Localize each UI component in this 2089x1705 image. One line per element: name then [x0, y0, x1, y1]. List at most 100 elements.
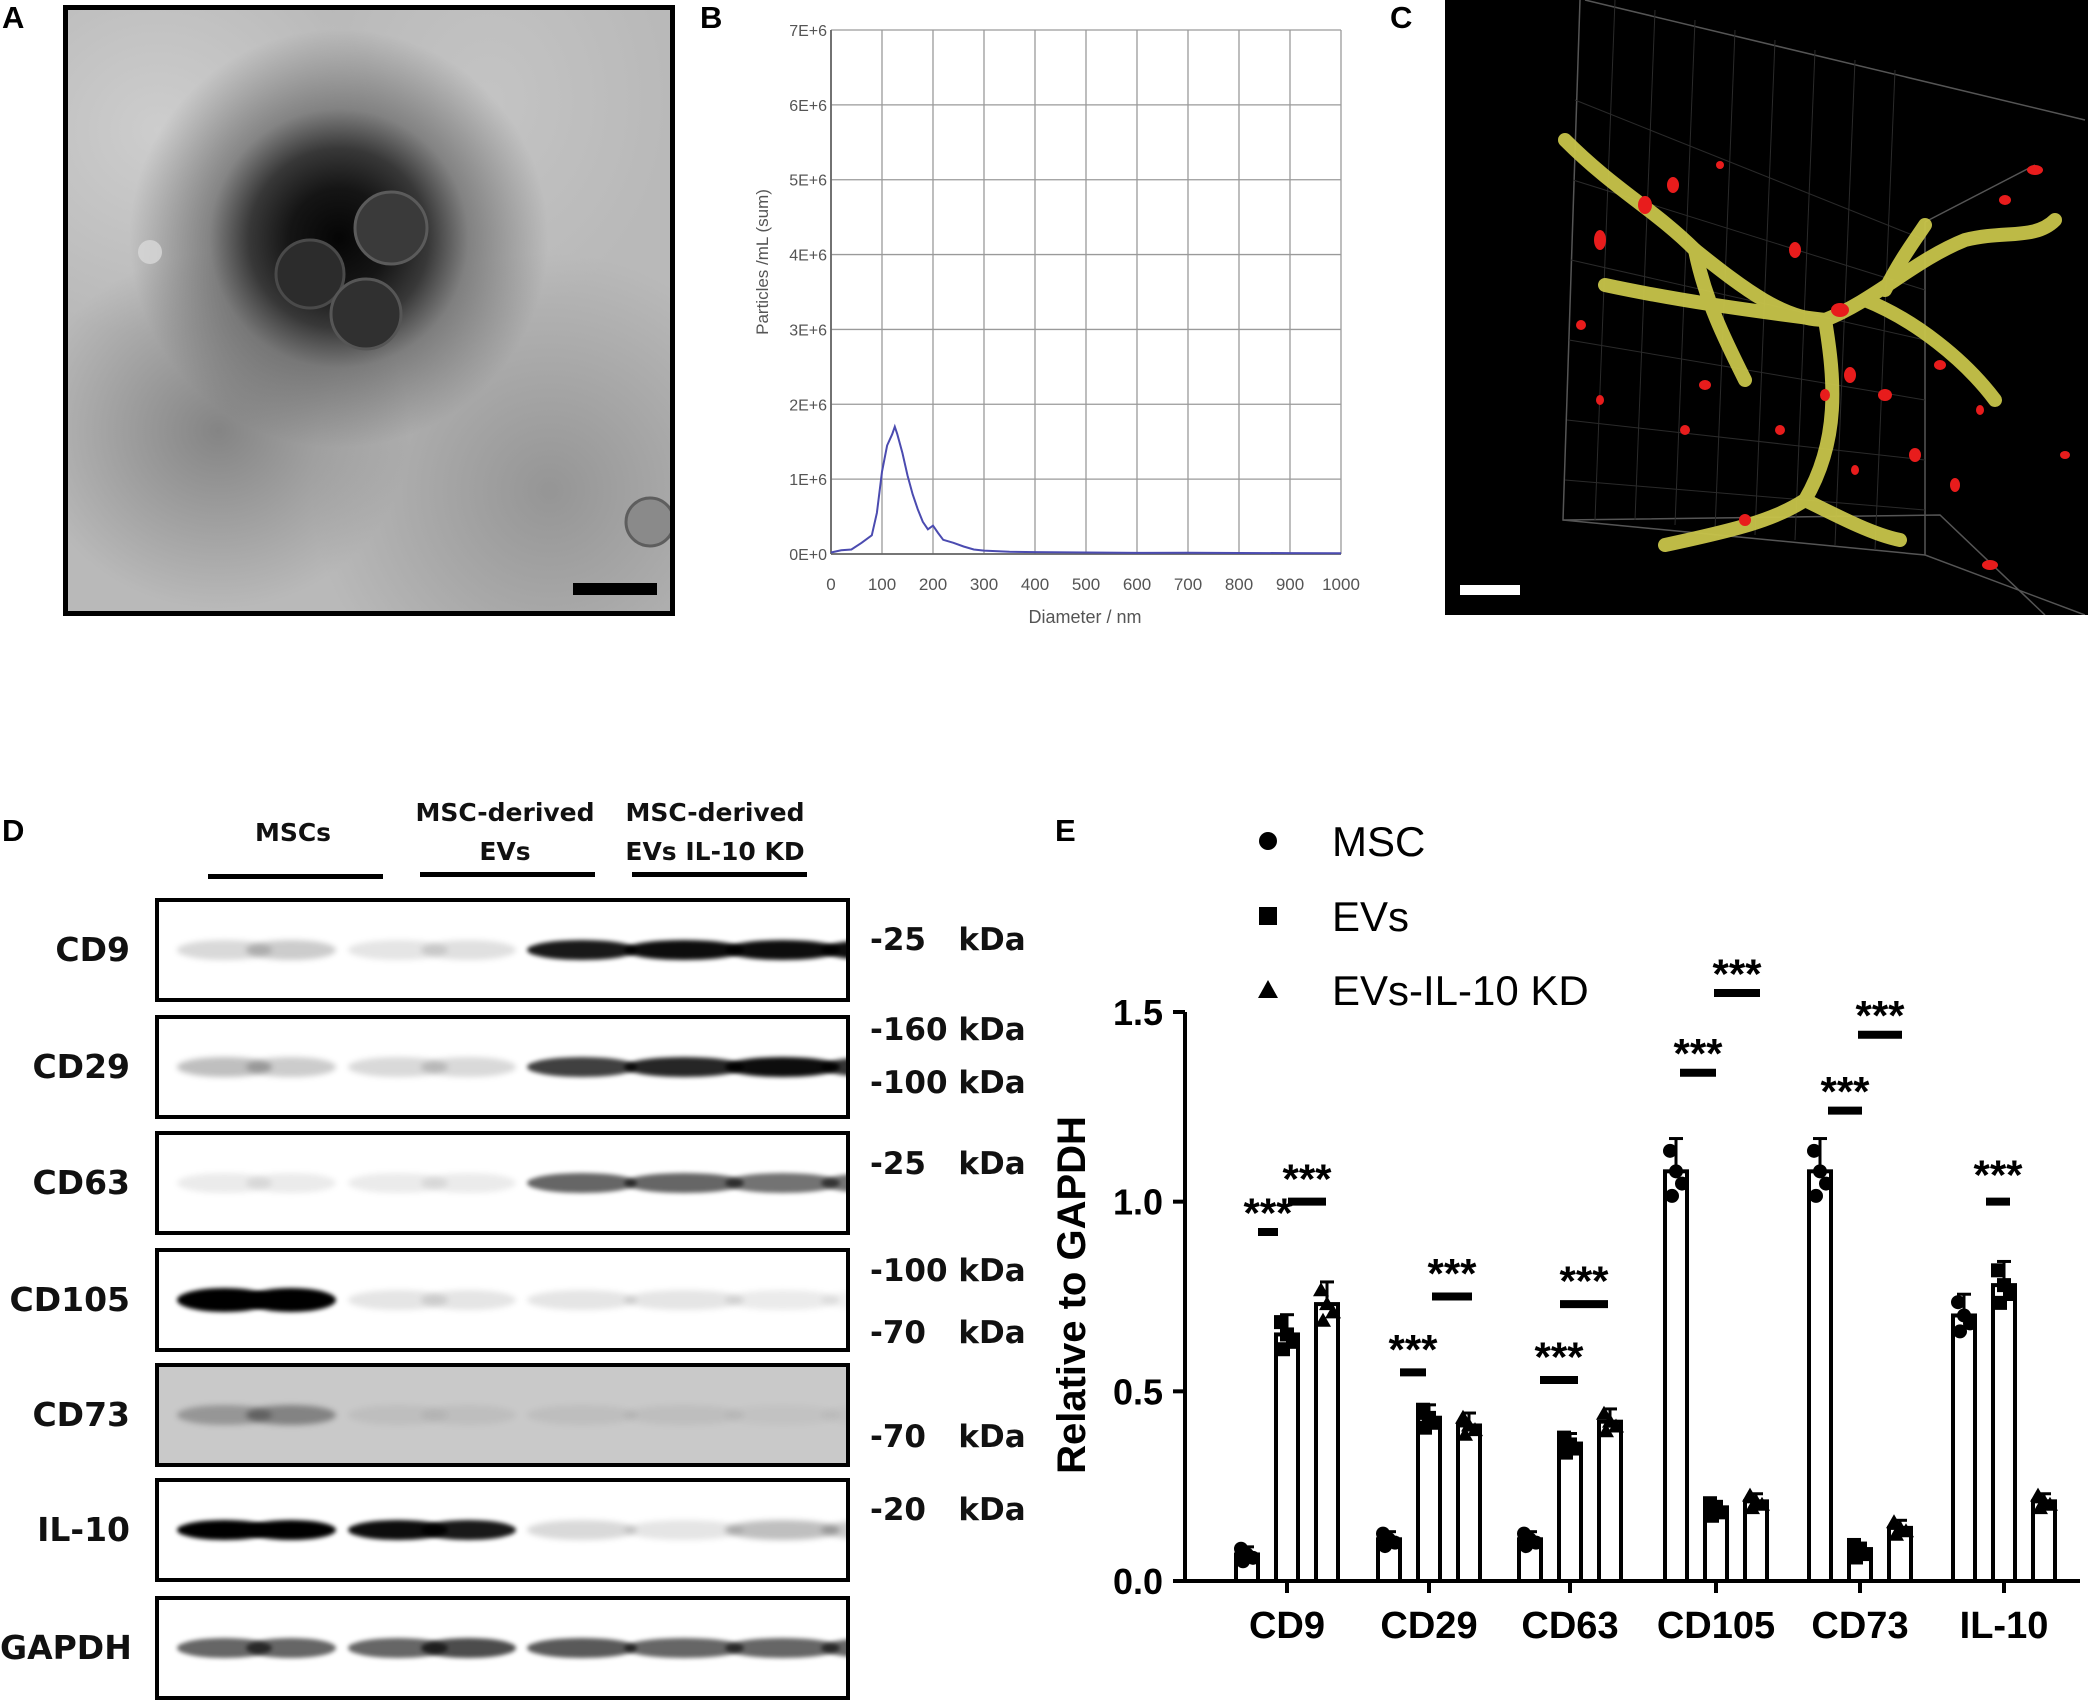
scale-bar: [573, 583, 657, 595]
blot-band: [623, 940, 744, 960]
blot-band: [623, 1520, 744, 1540]
group-underline-kd: [632, 872, 807, 877]
blot-band: [177, 1520, 273, 1540]
group-label-kd-line2: EVs IL-10 KD: [625, 837, 805, 866]
blot-band: [177, 940, 273, 960]
data-point-circle: [1813, 1164, 1827, 1179]
y-tick-label: 1.0: [1113, 1182, 1163, 1223]
blot-band: [623, 1405, 744, 1425]
blot-band: [527, 1638, 637, 1658]
blot-band: [724, 1520, 840, 1540]
data-point-square: [1418, 1420, 1432, 1435]
nta-y-tick-label: 3E+6: [789, 322, 827, 339]
blot-band: [527, 1173, 637, 1193]
kda-marker: -160 kDa: [870, 1012, 1026, 1048]
data-point-circle: [1953, 1324, 1967, 1339]
blot-row-label: IL-10: [37, 1510, 130, 1549]
data-point-square: [1559, 1445, 1573, 1460]
blot-band: [347, 940, 448, 960]
nta-y-tick-label: 0E+0: [789, 547, 827, 564]
bar: [1416, 1415, 1442, 1583]
kda-marker: -70 kDa: [870, 1419, 1026, 1455]
blot-band: [347, 1173, 448, 1193]
blot-row-label: CD29: [32, 1047, 130, 1086]
nta-x-tick-label: 600: [1123, 575, 1151, 594]
blot-band: [246, 940, 337, 960]
x-tick-label: CD63: [1521, 1605, 1618, 1647]
nta-x-tick-label: 800: [1225, 575, 1253, 594]
data-point-square: [1997, 1278, 2011, 1293]
blot-band: [246, 1288, 337, 1312]
legend-label: EVs-IL-10 KD: [1332, 967, 1589, 1014]
data-point-square: [1276, 1342, 1290, 1357]
blot-row-label: CD105: [9, 1280, 131, 1319]
blot-band: [347, 1057, 448, 1077]
blot-band: [527, 1520, 637, 1540]
blot-band: [724, 1173, 840, 1193]
legend-square-marker: [1259, 907, 1277, 925]
data-point-circle: [1819, 1176, 1833, 1191]
data-point-circle: [1663, 1143, 1677, 1158]
bar: [1597, 1419, 1623, 1583]
significance-label: ***: [1855, 992, 1905, 1039]
bar: [1807, 1169, 1833, 1583]
blot-band: [724, 1638, 840, 1658]
blot-band: [821, 1057, 846, 1077]
data-point-square: [1993, 1295, 2007, 1310]
blot-band: [421, 1057, 517, 1077]
confocal-3d-render: [1445, 0, 2088, 615]
nta-x-tick-label: 500: [1072, 575, 1100, 594]
nta-size-curve: [830, 423, 1342, 555]
significance-label: ***: [1534, 1334, 1584, 1381]
blot-band: [421, 1290, 517, 1310]
data-point-circle: [1378, 1539, 1392, 1554]
legend-label: MSC: [1332, 818, 1425, 865]
nta-y-tick-label: 2E+6: [789, 397, 827, 414]
blot-cd9: [155, 898, 850, 1002]
bar: [1274, 1332, 1300, 1584]
blot-row-label: CD63: [32, 1163, 130, 1202]
significance-label: ***: [1427, 1250, 1477, 1297]
significance-label: ***: [1388, 1326, 1438, 1373]
blot-cd63: [155, 1131, 850, 1235]
blot-band: [347, 1638, 448, 1658]
gapdh-bar-chart: 0.0 0.5 1.0 1.5 Relative to GAPDH MSC EVs EVs-I…: [1050, 818, 2080, 1647]
data-point-square: [1705, 1508, 1719, 1523]
data-point-circle: [1519, 1539, 1533, 1554]
blot-band: [421, 1173, 517, 1193]
nta-x-tick-label: 0: [826, 575, 835, 594]
kda-marker: -25 kDa: [870, 1146, 1026, 1182]
blot-band: [177, 1173, 273, 1193]
bar: [1663, 1169, 1689, 1583]
data-point-triangle: [1313, 1282, 1329, 1297]
nta-x-tick-label: 200: [919, 575, 947, 594]
scale-bar: [1460, 585, 1520, 595]
data-point-square: [1274, 1315, 1288, 1330]
data-point-triangle: [1596, 1405, 1612, 1420]
blot-cd73: [155, 1363, 850, 1467]
x-tick-label: IL-10: [1960, 1605, 2049, 1647]
blot-band: [821, 940, 846, 960]
blot-band: [347, 1405, 448, 1425]
significance-label: ***: [1282, 1155, 1332, 1202]
group-label-mscs: MSCs: [254, 818, 332, 847]
nta-x-tick-label: 700: [1174, 575, 1202, 594]
blot-cd29: [155, 1015, 850, 1119]
data-point-circle: [1675, 1176, 1689, 1191]
blot-band: [246, 1520, 337, 1540]
significance-label: ***: [1559, 1258, 1609, 1305]
blot-band: [347, 1520, 448, 1540]
data-point-triangle: [1325, 1304, 1341, 1319]
data-point-triangle: [1888, 1526, 1904, 1541]
nta-y-tick-label: 7E+6: [789, 23, 827, 40]
nta-y-tick-label: 6E+6: [789, 98, 827, 115]
significance-label: ***: [1820, 1068, 1870, 1115]
blot-row-label: CD9: [55, 930, 130, 969]
nta-x-tick-label: 400: [1021, 575, 1049, 594]
kda-marker: -100 kDa: [870, 1253, 1026, 1289]
data-point-circle: [1807, 1143, 1821, 1158]
significance-label: ***: [1673, 1030, 1723, 1077]
blot-band: [623, 1290, 744, 1310]
blot-cd105: [155, 1248, 850, 1352]
y-tick-label: 0.0: [1113, 1561, 1163, 1602]
